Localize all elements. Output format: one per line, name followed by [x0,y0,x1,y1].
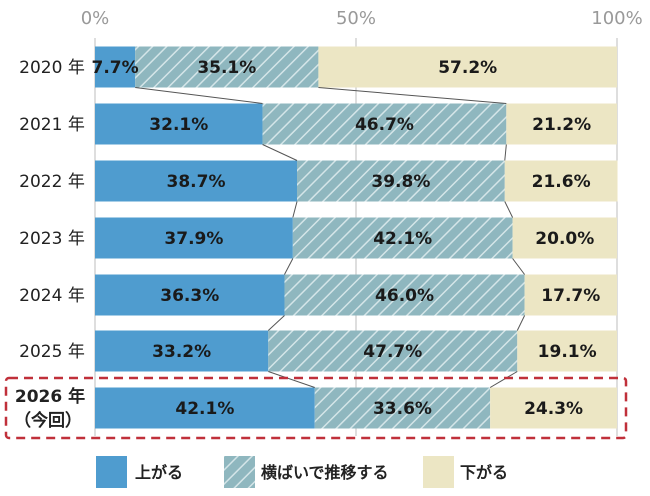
bar-segment [262,103,507,145]
data-label: 39.8% [371,172,430,192]
series-connector [284,258,294,275]
data-label: 17.7% [541,286,600,306]
bar-segment [506,103,617,145]
category-label-highlight-note: （今回） [14,410,82,431]
category-labels: 2020 年 2021 年 2022 年 2023 年 2024 年 2025 年 2026… [14,58,85,431]
bar-segment [95,217,293,259]
legend-label: 下がる [460,463,508,482]
series-connector [489,371,518,388]
bars [95,46,618,429]
bar-segment [512,217,617,259]
x-tick-label: 50% [336,8,376,29]
data-label: 32.1% [149,115,208,135]
legend-swatch [423,456,454,488]
bar-segment [314,387,491,429]
legend-swatch [96,456,127,488]
data-label: 42.1% [373,229,432,249]
data-label: 21.6% [532,172,591,192]
data-labels: 7.7% 35.1% 57.2% 32.1% 46.7% 21.2% 38.7% 39.8% 2… [92,58,601,419]
bar-segment [490,387,617,429]
data-label: 33.6% [373,399,432,419]
data-label: 20.0% [535,229,594,249]
data-label: 24.3% [524,399,583,419]
bar-segment [504,160,618,202]
data-label: 19.1% [538,342,597,362]
series-connector [292,201,298,218]
x-tick-label: 0% [81,8,110,29]
series-connector [135,87,263,104]
data-label: 38.7% [167,172,226,192]
data-label: 7.7% [92,58,139,78]
legend-swatch [224,456,255,488]
category-label: 2023 年 [19,229,85,249]
series-connector [504,201,514,218]
bar-segment [284,274,525,316]
x-tick-label: 100% [591,8,642,29]
highlight-box [4,376,628,440]
bar-segment [524,274,617,316]
data-label: 35.1% [197,58,256,78]
legend-label: 横ばいで推移する [261,463,389,482]
series-connector [318,87,507,104]
bar-segment [95,274,285,316]
data-label: 42.1% [175,399,234,419]
series-connector [267,315,285,331]
series-connector [262,144,298,161]
legend: 上がる 横ばいで推移する 下がる [96,456,508,488]
bar-segment [268,330,518,372]
legend-label: 上がる [135,463,183,482]
bar-segment [297,160,505,202]
bar-segment [95,330,269,372]
category-label: 2025 年 [19,342,85,362]
highlight-box-outline [4,376,628,440]
category-label: 2020 年 [19,58,85,78]
bar-segment [292,217,513,259]
category-label-highlight: 2026 年 [15,386,85,407]
series-connectors [135,87,526,388]
bar-segment [95,160,298,202]
bar-segment [95,103,263,145]
bar-segment [95,46,136,88]
data-label: 57.2% [438,58,497,78]
category-label: 2021 年 [19,115,85,135]
data-label: 36.3% [160,286,219,306]
series-connector [516,315,526,331]
data-label: 21.2% [532,115,591,135]
data-label: 46.7% [355,115,414,135]
category-label: 2022 年 [19,172,85,192]
data-label: 47.7% [363,342,422,362]
series-connector [504,144,507,161]
bar-segment [517,330,617,372]
category-label: 2024 年 [19,286,85,306]
bar-segment [318,46,617,88]
data-label: 37.9% [164,229,223,249]
data-label: 33.2% [152,342,211,362]
bar-segment [95,387,315,429]
series-connector [512,258,526,275]
x-axis-ticks: 0% 50% 100% [81,8,643,29]
series-connector [268,371,315,388]
data-label: 46.0% [375,286,434,306]
bar-segment [135,46,319,88]
